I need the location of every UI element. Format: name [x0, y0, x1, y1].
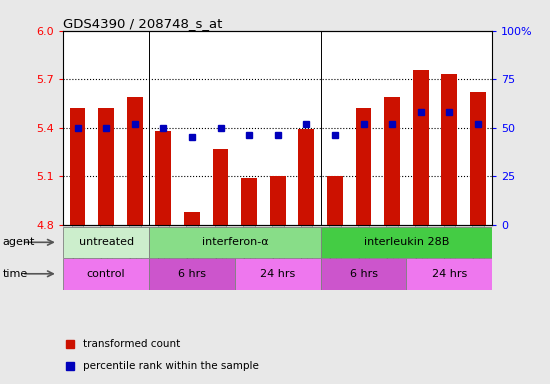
Bar: [270, 176, 285, 225]
Text: interferon-α: interferon-α: [201, 237, 268, 247]
Text: 24 hrs: 24 hrs: [432, 269, 467, 279]
Bar: [470, 92, 486, 225]
Text: time: time: [3, 269, 28, 279]
Text: untreated: untreated: [79, 237, 134, 247]
Bar: [184, 212, 200, 225]
Bar: [356, 108, 371, 225]
Bar: [327, 176, 343, 225]
Bar: [406, 258, 492, 290]
Bar: [413, 70, 428, 225]
Bar: [241, 178, 257, 225]
Bar: [63, 227, 149, 258]
Bar: [149, 227, 321, 258]
Bar: [63, 258, 149, 290]
Text: 24 hrs: 24 hrs: [260, 269, 295, 279]
Text: percentile rank within the sample: percentile rank within the sample: [82, 361, 258, 371]
Text: GDS4390 / 208748_s_at: GDS4390 / 208748_s_at: [63, 17, 223, 30]
Bar: [213, 149, 228, 225]
Text: interleukin 28B: interleukin 28B: [364, 237, 449, 247]
Bar: [321, 227, 492, 258]
Bar: [299, 129, 314, 225]
Bar: [235, 258, 321, 290]
Text: control: control: [87, 269, 125, 279]
Bar: [442, 74, 457, 225]
Bar: [384, 97, 400, 225]
Text: 6 hrs: 6 hrs: [178, 269, 206, 279]
Bar: [70, 108, 85, 225]
Text: agent: agent: [3, 237, 35, 247]
Bar: [127, 97, 142, 225]
Bar: [156, 131, 171, 225]
Text: transformed count: transformed count: [82, 339, 180, 349]
Bar: [98, 108, 114, 225]
Bar: [321, 258, 406, 290]
Bar: [149, 258, 235, 290]
Text: 6 hrs: 6 hrs: [350, 269, 377, 279]
